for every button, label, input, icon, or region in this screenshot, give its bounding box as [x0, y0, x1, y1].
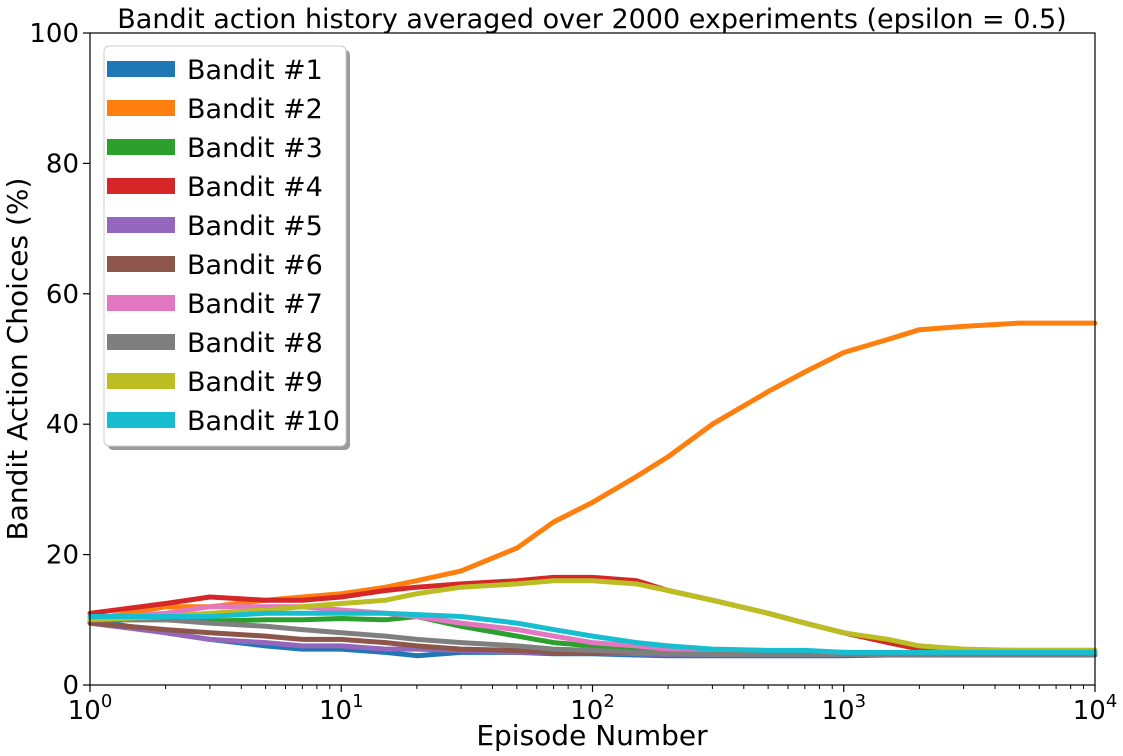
- y-tick-label: 0: [62, 671, 79, 701]
- series-layer: [87, 320, 1098, 659]
- legend-label-bandit-1: Bandit #1: [187, 55, 323, 86]
- legend: Bandit #1 Bandit #2 Bandit #3 Bandit #4 Band…: [103, 45, 350, 450]
- y-axis: 0 20 40 60 80 100: [29, 19, 90, 701]
- legend-label-bandit-9: Bandit #9: [187, 367, 323, 398]
- legend-label-bandit-8: Bandit #8: [187, 328, 323, 359]
- legend-label-bandit-5: Bandit #5: [187, 211, 323, 242]
- y-tick-label: 40: [46, 410, 79, 440]
- legend-swatch-bandit-5: [107, 217, 175, 233]
- x-axis: 100 101 102 103 104: [68, 685, 1117, 726]
- series-line-bandit-4: [87, 574, 1098, 653]
- legend-label-bandit-6: Bandit #6: [187, 250, 323, 281]
- legend-label-bandit-3: Bandit #3: [187, 133, 323, 164]
- legend-label-bandit-10: Bandit #10: [187, 406, 340, 437]
- legend-swatch-bandit-7: [107, 295, 175, 311]
- y-tick-label: 20: [46, 541, 79, 571]
- y-tick-label: 60: [46, 280, 79, 310]
- legend-swatch-bandit-2: [107, 100, 175, 116]
- legend-swatch-bandit-1: [107, 61, 175, 77]
- y-tick-label: 80: [46, 149, 79, 179]
- chart-title: Bandit action history averaged over 2000…: [117, 4, 1066, 35]
- legend-label-bandit-7: Bandit #7: [187, 289, 323, 320]
- series-line-bandit-9: [87, 578, 1098, 653]
- legend-swatch-bandit-9: [107, 373, 175, 389]
- legend-swatch-bandit-4: [107, 178, 175, 194]
- series-line-bandit-10: [87, 610, 1098, 655]
- legend-label-bandit-4: Bandit #4: [187, 172, 323, 203]
- y-axis-label: Bandit Action Choices (%): [1, 178, 34, 541]
- series-line-bandit-2: [87, 320, 1098, 623]
- legend-swatch-bandit-8: [107, 334, 175, 350]
- legend-label-bandit-2: Bandit #2: [187, 94, 323, 125]
- x-axis-label: Episode Number: [476, 719, 708, 752]
- legend-swatch-bandit-3: [107, 139, 175, 155]
- y-tick-label: 100: [29, 19, 79, 49]
- legend-swatch-bandit-10: [107, 412, 175, 428]
- legend-swatch-bandit-6: [107, 256, 175, 272]
